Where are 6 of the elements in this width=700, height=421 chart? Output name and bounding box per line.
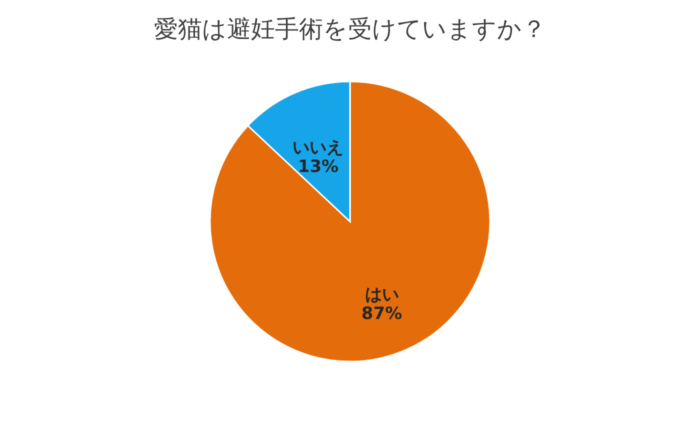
slice-label: いいえ: [292, 138, 344, 158]
chart-title: 愛猫は避妊手術を受けていますか？: [154, 15, 546, 43]
slice-label: はい: [364, 284, 399, 305]
data-label: 13%: [298, 157, 339, 178]
pie-slice: [209, 80, 491, 362]
data-label: 87%: [361, 304, 402, 324]
